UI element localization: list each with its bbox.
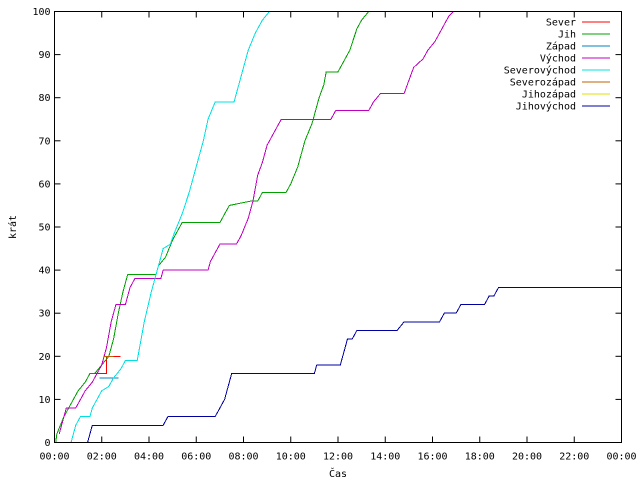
x-tick-label: 00:00 xyxy=(606,452,636,463)
x-tick-label: 06:00 xyxy=(181,452,211,463)
legend-label: Severovýchod xyxy=(504,65,576,77)
y-tick-label: 70 xyxy=(38,136,50,147)
legend-label: Západ xyxy=(546,41,576,53)
y-tick-label: 60 xyxy=(38,179,50,190)
y-tick-label: 30 xyxy=(38,309,50,320)
y-tick-label: 40 xyxy=(38,266,50,277)
x-tick-label: 20:00 xyxy=(512,452,542,463)
legend: SeverJihZápadVýchodSeverovýchodSeverozáp… xyxy=(504,18,610,113)
series-line-7 xyxy=(87,286,622,443)
y-tick-label: 90 xyxy=(38,50,50,61)
y-tick-label: 10 xyxy=(38,395,50,406)
x-tick-label: 00:00 xyxy=(39,452,69,463)
y-tick-label: 50 xyxy=(38,223,50,234)
series-layer xyxy=(55,11,622,443)
y-tick-label: 80 xyxy=(38,93,50,104)
y-tick-label: 100 xyxy=(32,7,50,18)
legend-label: Sever xyxy=(546,18,576,29)
legend-label: Jih xyxy=(558,30,576,41)
plot-frame xyxy=(54,11,622,443)
legend-label: Východ xyxy=(540,53,576,65)
ticks-layer: 0 10 20 30 40 50 60 70 80 90 100 00:00 02:00 04:00 06:… xyxy=(32,7,636,463)
x-axis-label: Čas xyxy=(329,467,347,480)
legend-label: Jihozápad xyxy=(522,89,576,101)
x-tick-label: 14:00 xyxy=(370,452,400,463)
x-tick-label: 10:00 xyxy=(276,452,306,463)
legend-label: Jihovýchod xyxy=(516,101,576,113)
y-tick-label: 0 xyxy=(44,438,50,449)
x-tick-label: 16:00 xyxy=(417,452,447,463)
x-tick-label: 22:00 xyxy=(559,452,589,463)
x-tick-label: 04:00 xyxy=(134,452,164,463)
x-tick-label: 12:00 xyxy=(323,452,353,463)
y-axis-label: krát xyxy=(7,215,19,239)
legend-label: Severozápad xyxy=(510,77,576,89)
y-tick-label: 20 xyxy=(38,352,50,363)
series-line-1 xyxy=(55,11,370,443)
series-line-4 xyxy=(70,11,270,443)
x-tick-label: 18:00 xyxy=(465,452,495,463)
series-line-3 xyxy=(58,11,455,435)
x-tick-label: 02:00 xyxy=(87,452,117,463)
x-tick-label: 08:00 xyxy=(228,452,258,463)
